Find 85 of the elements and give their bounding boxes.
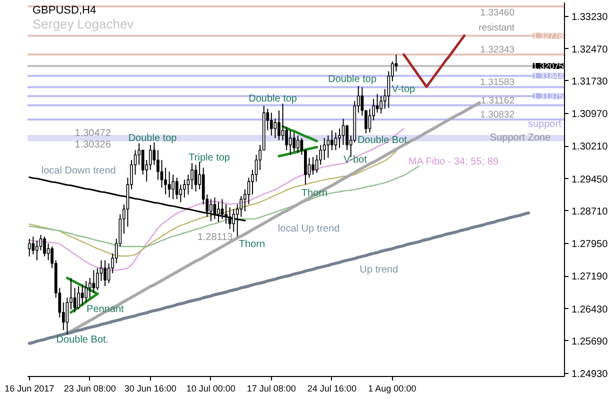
candlestick	[43, 236, 46, 257]
ref-line-label: 1.31162	[480, 95, 515, 106]
candlestick	[84, 280, 88, 303]
annotation: Double Bot.	[56, 334, 109, 346]
candlestick	[326, 134, 330, 158]
text: Sergey Logachev	[32, 16, 134, 32]
candlestick	[148, 144, 152, 170]
candlestick	[288, 130, 292, 156]
annotation: Triple top	[188, 152, 230, 164]
candlestick	[247, 177, 250, 205]
ref-line-label: resistant	[478, 22, 515, 34]
annotation: Double top	[328, 74, 377, 85]
candlestick	[330, 130, 334, 151]
y-tick-label: 1.24930	[572, 368, 608, 380]
annotation: local Up trend	[278, 223, 340, 234]
annotation: Up trend	[360, 264, 398, 276]
candlestick	[296, 134, 300, 154]
annotation: 1.31844	[532, 70, 564, 81]
annotation: Double top	[128, 132, 178, 144]
candlestick	[28, 238, 31, 257]
x-tick-label: 23 Jun 08:00	[64, 384, 116, 394]
y-tick-label: 1.30210	[572, 142, 608, 153]
x-tick-label: 24 Jul 16:00	[307, 384, 356, 394]
y-tick-label: 1.25690	[572, 336, 608, 348]
y-tick-label: 1.31730	[572, 76, 608, 88]
candlestick	[190, 162, 194, 190]
candlestick	[380, 95, 383, 114]
annotation: Pennant	[86, 304, 124, 316]
annotation: 1.32778	[532, 30, 564, 41]
y-tick-label: 1.30970	[572, 109, 608, 120]
y-tick-label: 1.27190	[572, 272, 608, 283]
annotation: Thorn	[301, 188, 328, 199]
candlestick	[80, 284, 84, 306]
candlestick	[32, 236, 35, 255]
ref-line-label: 1.31583	[480, 77, 515, 88]
annotation: Thorn	[238, 239, 266, 250]
annotation: MA Fibo - 34; 55; 89	[408, 156, 499, 168]
annotation: 1.32075	[532, 60, 564, 71]
y-tick-label: 1.28710	[572, 206, 608, 218]
y-tick-label: 1.26430	[572, 304, 608, 316]
annotation: 1.28113	[197, 232, 234, 244]
ref-line-label: 1.33460	[480, 7, 515, 18]
candlestick	[168, 171, 171, 198]
annotation: Double top	[248, 93, 298, 104]
candlestick	[179, 184, 182, 203]
x-tick-label: 1 Aug 00:00	[368, 384, 416, 394]
candlestick	[274, 118, 277, 139]
candlestick	[278, 110, 280, 141]
annotation: 1.30326	[74, 140, 112, 151]
chart-title: GBPUSD,H4	[32, 4, 96, 16]
ref-line-label: 1.32343	[480, 44, 515, 56]
candlestick	[292, 132, 296, 152]
annotation: support	[528, 119, 562, 130]
annotation: local Down trend	[41, 165, 116, 176]
candlestick	[338, 128, 341, 148]
y-tick-label: 1.33230	[572, 12, 608, 23]
candlestick	[156, 150, 160, 180]
annotation: V-bot	[344, 154, 368, 166]
candlestick	[342, 118, 345, 146]
x-tick-label: 17 Jul 08:00	[246, 384, 296, 394]
x-tick-label: 16 Jun 2017	[4, 384, 54, 394]
x-tick-label: 10 Jul 00:00	[186, 384, 236, 394]
candlestick	[172, 174, 175, 200]
line-series	[28, 211, 530, 345]
line-series	[282, 125, 318, 142]
annotation: V-top	[392, 84, 416, 95]
y-tick-label: 1.29450	[572, 174, 608, 186]
ref-line-label: 1.30832	[480, 109, 515, 120]
candlestick	[312, 156, 314, 176]
band-label: Support Zone	[490, 132, 551, 144]
candlestick	[270, 112, 273, 136]
candlestick	[92, 270, 96, 294]
line-series	[28, 150, 397, 257]
x-tick-label: 30 Jun 16:00	[124, 384, 176, 394]
candlestick	[322, 138, 326, 161]
y-tick-label: 1.27950	[572, 239, 608, 250]
candlestick	[77, 286, 80, 310]
candlestick	[88, 277, 92, 298]
candlestick	[334, 132, 338, 151]
annotation: 1.30472	[74, 128, 112, 139]
annotation: Double Bot.	[357, 134, 410, 146]
candlestick	[104, 260, 106, 287]
candlestick	[175, 177, 178, 200]
annotation: 1.31375	[532, 91, 564, 102]
y-tick-label: 1.32470	[572, 44, 608, 56]
